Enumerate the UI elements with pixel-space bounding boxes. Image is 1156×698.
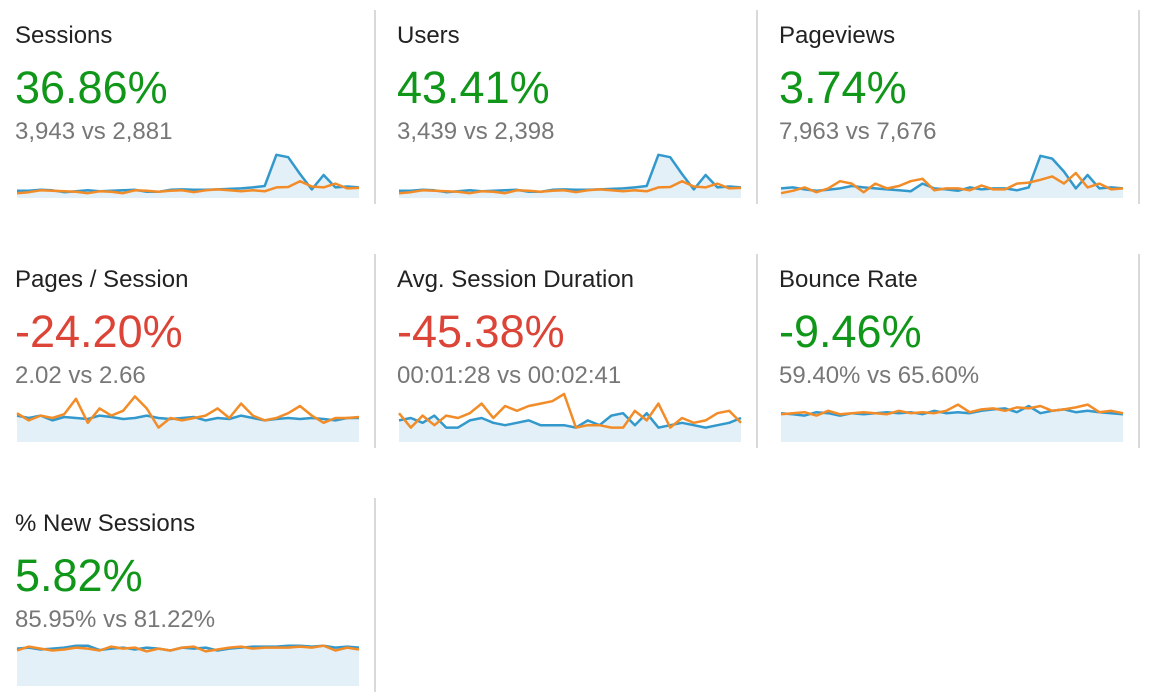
sparkline-chart (780, 403, 1124, 442)
sparkline-area (17, 645, 359, 686)
metric-card-pages-per-session[interactable]: Pages / Session -24.20% 2.02 vs 2.66 (15, 254, 387, 454)
sparkline-previous-series (780, 403, 1124, 417)
metric-comparison: 59.40% vs 65.60% (779, 362, 980, 389)
sparkline-chart (16, 153, 360, 198)
metric-change: 5.82% (15, 550, 143, 601)
sparkline-chart (398, 392, 742, 442)
metric-comparison: 7,963 vs 7,676 (779, 118, 937, 145)
metric-change: 36.86% (15, 62, 168, 113)
metric-comparison: 3,439 vs 2,398 (397, 118, 555, 145)
metric-title: Sessions (15, 22, 113, 49)
card-divider (756, 254, 758, 448)
card-divider (374, 498, 376, 692)
sparkline-previous-series (398, 179, 742, 195)
card-divider (756, 10, 758, 204)
sparkline-current-series (16, 414, 359, 422)
metric-card-pageviews[interactable]: Pageviews 3.74% 7,963 vs 7,676 (779, 10, 1151, 210)
sparkline-previous-series (16, 179, 360, 195)
sparkline-previous-series (16, 644, 360, 653)
sparkline-previous-series (16, 395, 360, 429)
metric-card-new-sessions[interactable]: % New Sessions 5.82% 85.95% vs 81.22% (15, 498, 387, 698)
metric-card-bounce-rate[interactable]: Bounce Rate -9.46% 59.40% vs 65.60% (779, 254, 1151, 454)
metric-card-avg-session-duration[interactable]: Avg. Session Duration -45.38% 00:01:28 v… (397, 254, 769, 454)
sparkline-current-series (398, 411, 742, 429)
card-divider (374, 10, 376, 204)
metric-title: Bounce Rate (779, 266, 918, 293)
metric-comparison: 00:01:28 vs 00:02:41 (397, 362, 622, 389)
metric-change: -9.46% (779, 306, 922, 357)
card-divider (1138, 254, 1140, 448)
sparkline-chart (398, 153, 742, 198)
metric-title: Pages / Session (15, 266, 189, 293)
metric-change: 43.41% (397, 62, 550, 113)
metric-comparison: 2.02 vs 2.66 (15, 362, 146, 389)
metric-card-sessions[interactable]: Sessions 36.86% 3,943 vs 2,881 (15, 10, 387, 210)
metric-change: 3.74% (779, 62, 907, 113)
metric-title: % New Sessions (15, 510, 196, 537)
metric-change: -24.20% (15, 306, 183, 357)
sparkline-current-series (780, 154, 1124, 193)
sparkline-chart (16, 644, 360, 686)
sparkline-previous-series (780, 171, 1124, 195)
metric-change: -45.38% (397, 306, 565, 357)
card-divider (374, 254, 376, 448)
metric-comparison: 85.95% vs 81.22% (15, 606, 216, 633)
metric-title: Users (397, 22, 460, 49)
sparkline-area (17, 415, 359, 442)
metric-card-users[interactable]: Users 43.41% 3,439 vs 2,398 (397, 10, 769, 210)
card-divider (1138, 10, 1140, 204)
sparkline-previous-series (398, 392, 742, 429)
metric-title: Avg. Session Duration (397, 266, 635, 293)
metric-comparison: 3,943 vs 2,881 (15, 118, 173, 145)
metric-title: Pageviews (779, 22, 896, 49)
sparkline-chart (16, 395, 360, 442)
sparkline-chart (780, 154, 1124, 198)
